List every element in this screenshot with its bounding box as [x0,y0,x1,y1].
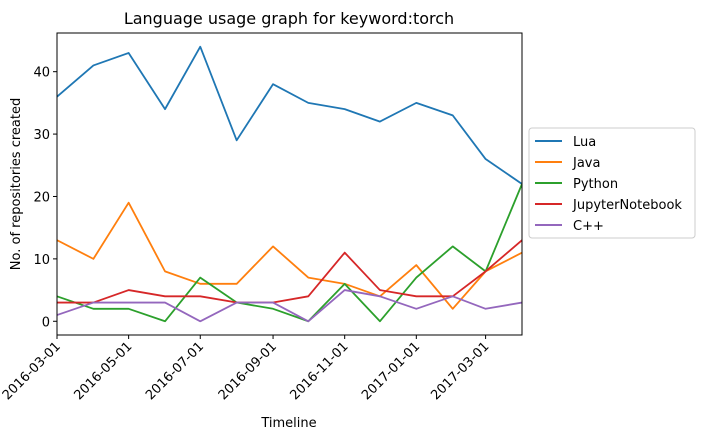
x-tick-label: 2016-11-01 [287,339,351,403]
plot-frame [56,32,523,336]
x-tick-label: 2016-05-01 [71,339,135,403]
x-tick-label: 2016-09-01 [216,339,280,403]
y-tick-label: 10 [33,253,50,268]
legend-label: JupyterNotebook [572,198,682,213]
legend-box [528,127,696,239]
x-axis-title: Timeline [260,416,316,431]
y-axis-title: No. of repositories created [9,98,24,270]
x-tick-label: 2017-01-01 [359,339,423,403]
x-tick-label: 2016-03-01 [0,339,64,403]
legend-label: Java [572,156,600,171]
y-tick-label: 20 [33,190,50,205]
y-tick-label: 0 [42,315,50,330]
x-axis: 2016-03-01 2016-05-01 2016-07-01 2016-09-01… [0,335,492,403]
chart-title: Language usage graph for keyword:torch [124,9,454,28]
series-line-lua [57,45,522,185]
plot-lines [57,45,522,323]
y-tick-label: 30 [33,128,50,143]
x-tick-label: 2016-07-01 [143,339,207,403]
legend: Lua Java Python JupyterNotebook C++ [528,127,696,239]
series-line-c [57,289,522,323]
legend-label: Python [573,177,618,192]
series-line-python [57,183,522,323]
x-tick-label: 2017-03-01 [428,339,492,403]
legend-label: Lua [573,135,596,150]
legend-label: C++ [573,219,604,234]
y-tick-label: 40 [33,66,50,81]
series-line-java [57,201,522,310]
y-axis: 0 10 20 30 40 [33,66,57,330]
series-line-jupyternotebook [57,239,522,304]
